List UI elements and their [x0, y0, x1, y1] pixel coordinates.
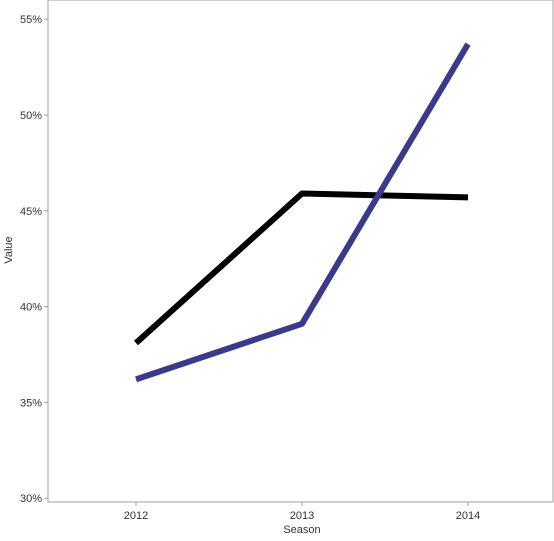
x-axis-title: Season: [283, 524, 320, 536]
y-tick-label: 45%: [20, 206, 42, 218]
y-tick-label: 50%: [20, 110, 42, 122]
x-tick-label: 2013: [290, 510, 314, 522]
x-tick-label: 2014: [456, 510, 480, 522]
plot-frame: [47, 0, 554, 503]
y-tick-label: 30%: [20, 493, 42, 505]
y-tick-label: 40%: [20, 302, 42, 314]
series-layer: [133, 42, 471, 383]
series-line-2: [135, 42, 471, 383]
y-tick-label: 35%: [20, 397, 42, 409]
x-axis: 2012 2013 2014: [124, 502, 480, 522]
x-tick-label: 2012: [124, 510, 148, 522]
y-tick-label: 55%: [20, 14, 42, 26]
y-axis: 30% 35% 40% 45% 50% 55%: [20, 14, 48, 505]
y-axis-title: Value: [3, 236, 15, 263]
series-line-1: [133, 190, 469, 346]
